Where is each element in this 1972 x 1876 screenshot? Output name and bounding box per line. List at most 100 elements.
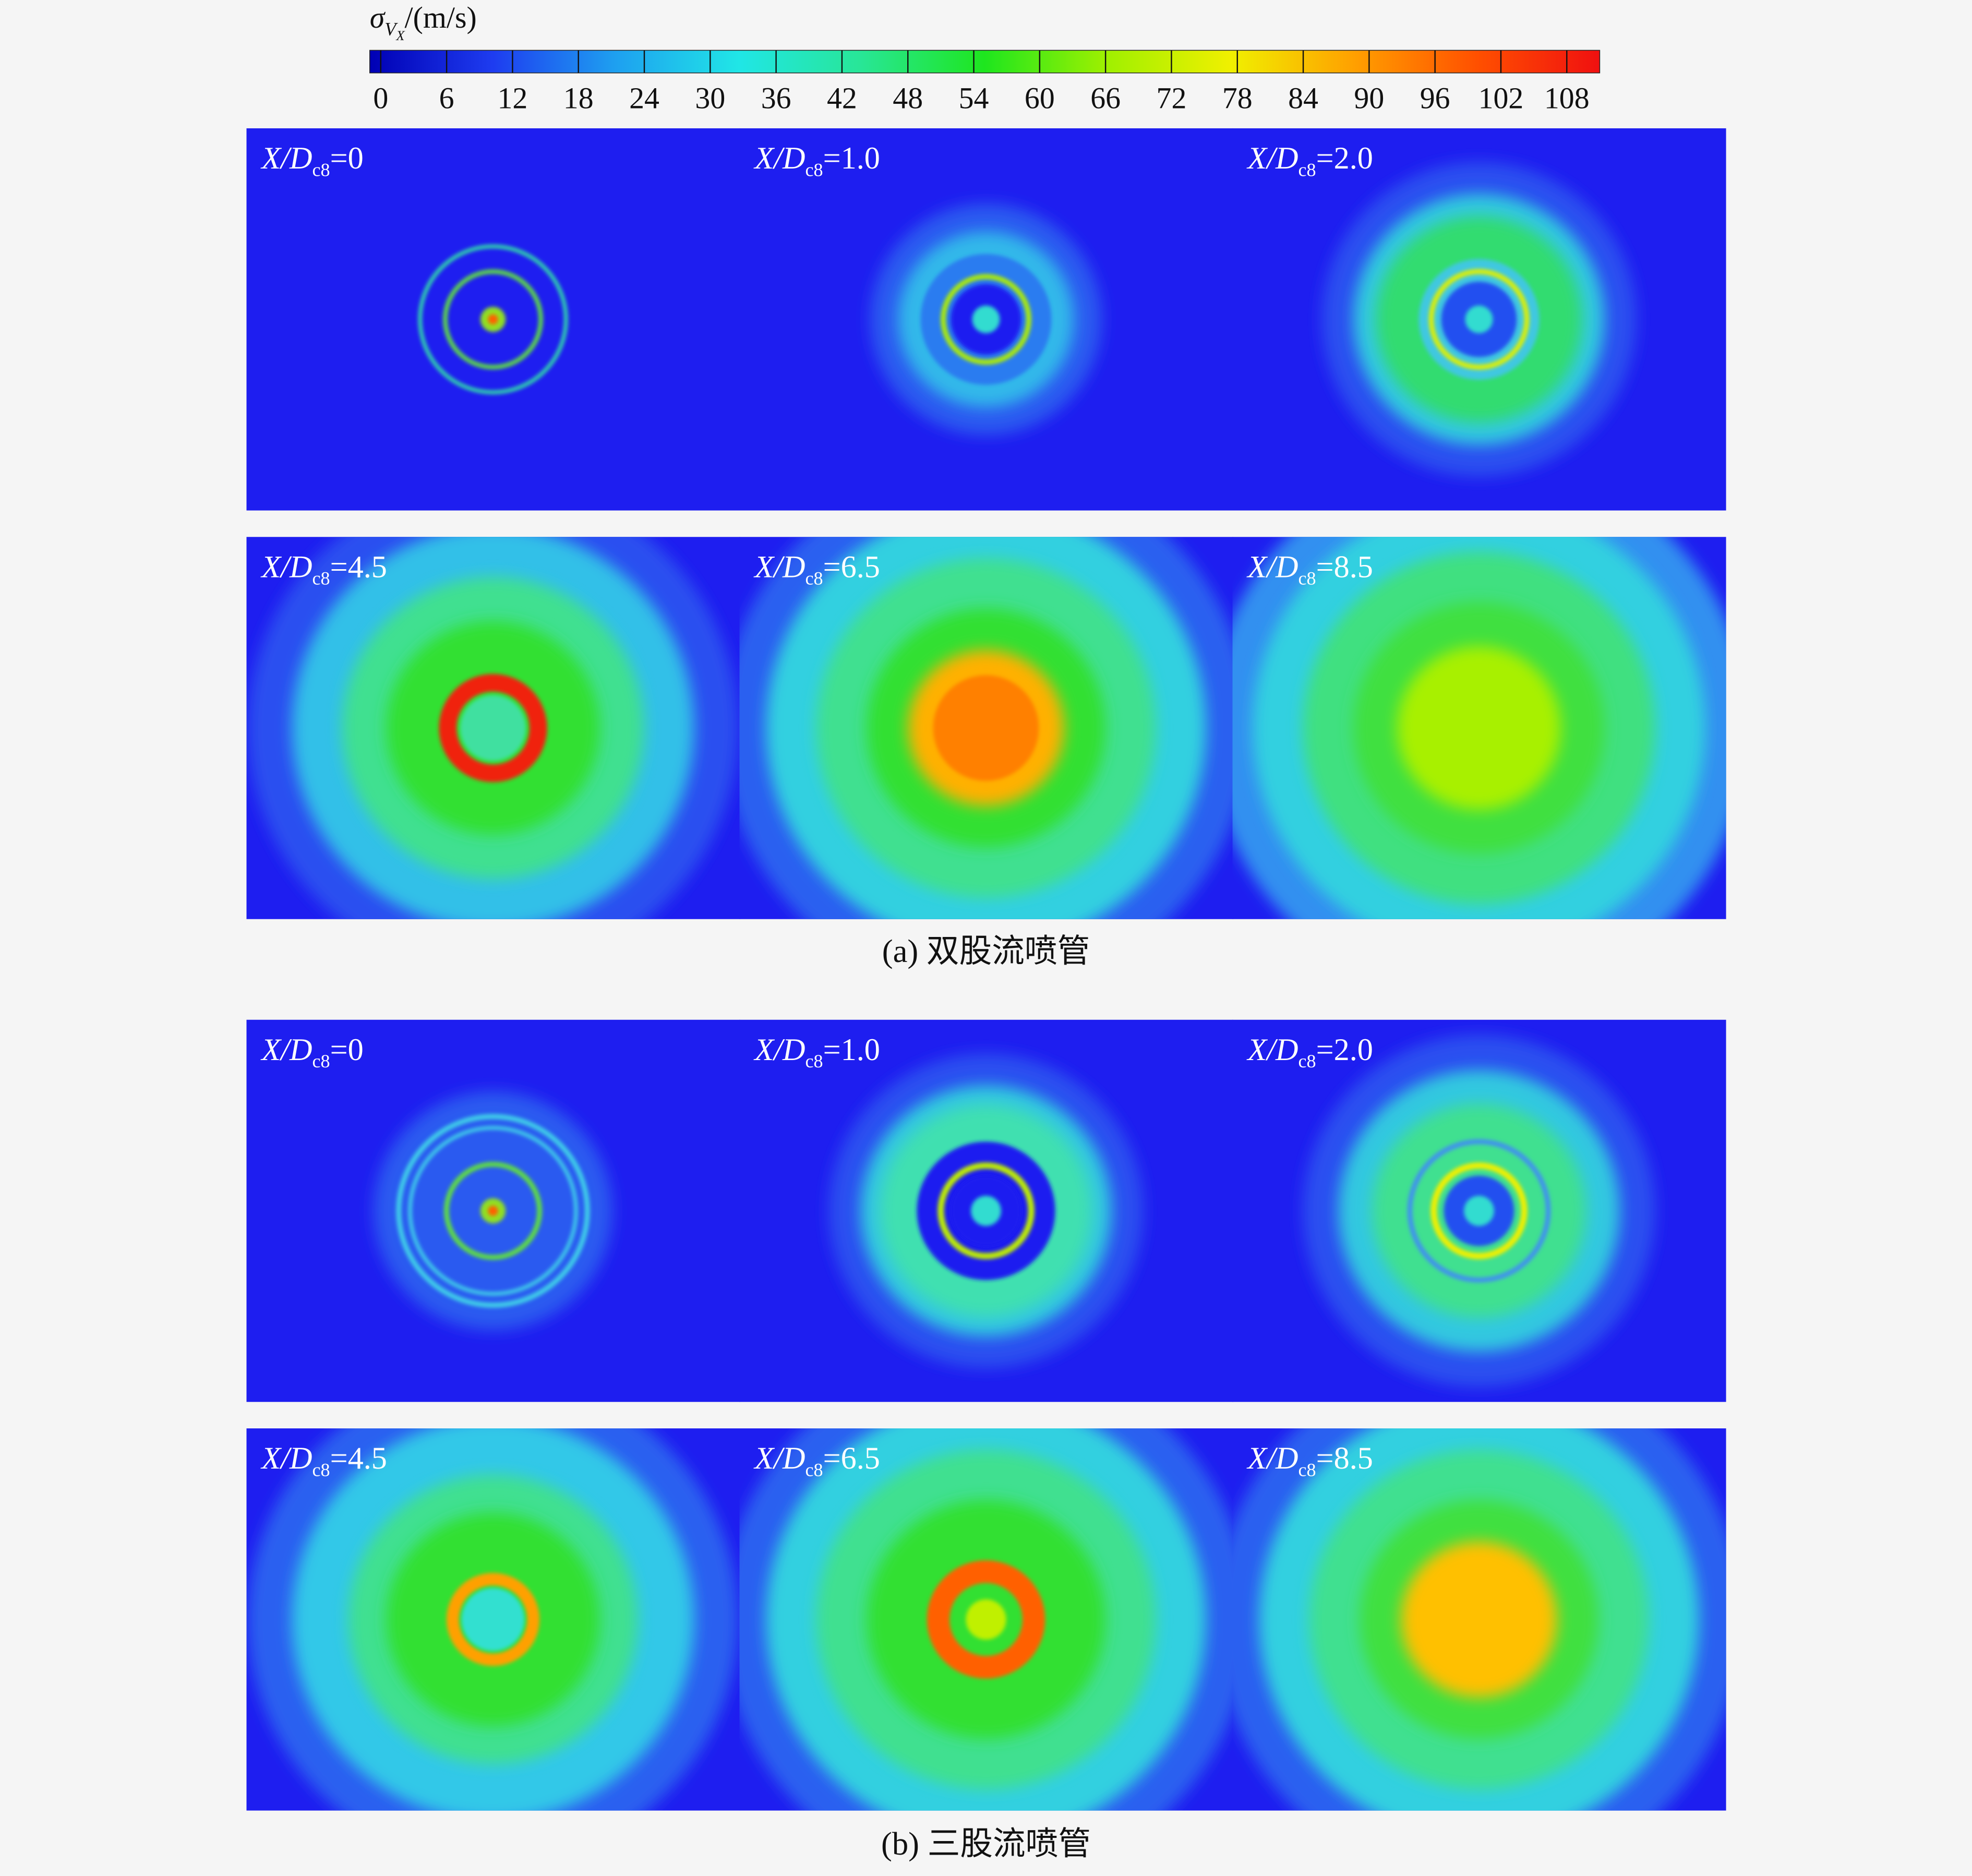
field <box>373 1091 613 1330</box>
colorbar-tick-label: 90 <box>1354 81 1384 115</box>
field-zone <box>488 1206 498 1216</box>
panel-label-suffix: =1.0 <box>823 141 880 176</box>
panel-label-prefix: X/D <box>1246 1032 1298 1067</box>
panel-label-prefix: X/D <box>260 1441 312 1476</box>
panel-label-suffix: =8.5 <box>1316 1441 1373 1476</box>
colorbar-tick-label: 60 <box>1025 81 1055 115</box>
panel-label: X/Dc8=0 <box>260 1032 363 1072</box>
colorbar-title: σVX/(m/s) <box>370 1 477 43</box>
field <box>248 537 738 919</box>
field <box>870 203 1102 435</box>
panel-label-subscript: c8 <box>1298 1460 1316 1481</box>
field-ring <box>1430 1162 1528 1259</box>
panel-label-suffix: =6.5 <box>823 1441 880 1476</box>
field-ring <box>1407 1139 1551 1283</box>
colorbar-tick-label: 24 <box>629 81 659 115</box>
panel-label: X/Dc8=6.5 <box>753 1441 880 1480</box>
field-ring <box>408 1126 578 1296</box>
contour-panel: X/Dc8=6.5 <box>739 1428 1233 1811</box>
panel-label-subscript: c8 <box>312 1051 330 1072</box>
panel-label-suffix: =4.5 <box>330 549 387 584</box>
panel-label-prefix: X/D <box>260 549 312 584</box>
field-ring <box>1428 269 1530 370</box>
contour-panel: X/Dc8=2.0 <box>1232 128 1726 511</box>
panel-label-prefix: X/D <box>753 549 805 584</box>
panel-label-subscript: c8 <box>312 1460 330 1481</box>
field-zone <box>488 314 498 324</box>
field <box>1303 1035 1655 1387</box>
panel-label-subscript: c8 <box>312 568 330 589</box>
colorbar-tick-label: 48 <box>893 81 923 115</box>
panel-label-subscript: c8 <box>805 1051 823 1072</box>
field-ring <box>446 1573 540 1666</box>
field-zone <box>1464 1196 1494 1226</box>
panel-label-prefix: X/D <box>753 141 805 176</box>
panel-label-suffix: =1.0 <box>823 1032 880 1067</box>
field-ring <box>443 269 543 369</box>
panel-label-subscript: c8 <box>1298 568 1316 589</box>
field-ring <box>396 1114 590 1308</box>
field <box>828 1053 1144 1368</box>
panel-label-subscript: c8 <box>1298 159 1316 180</box>
colorbar: 0 6 12 18 24 30 36 42 48 54 60 66 72 78 84 90 96 102 108 <box>369 50 1601 115</box>
group-caption: (b) 三股流喷管 <box>881 1825 1091 1862</box>
colorbar-bar <box>369 50 1601 74</box>
field-zone <box>972 305 1000 333</box>
panel-label-subscript: c8 <box>805 1460 823 1481</box>
colorbar-tick-label: 42 <box>827 81 857 115</box>
panel-label-suffix: =4.5 <box>330 1441 387 1476</box>
colorbar-tick-label: 84 <box>1288 81 1318 115</box>
field <box>418 244 568 394</box>
field-zone <box>966 1599 1006 1640</box>
colorbar-tick-label: 6 <box>439 81 454 115</box>
contour-panel: X/Dc8=8.5 <box>1232 537 1726 919</box>
panel-label: X/Dc8=6.5 <box>753 549 880 588</box>
colorbar-tick-label: 0 <box>373 81 388 115</box>
field-zone <box>1401 1541 1557 1698</box>
colorbar-tick-label: 96 <box>1420 81 1450 115</box>
contour-panel: X/Dc8=0 <box>246 1019 740 1402</box>
panel-label-suffix: =6.5 <box>823 549 880 584</box>
contour-panel: X/Dc8=4.5 <box>246 537 740 919</box>
group-caption: (a) 双股流喷管 <box>882 933 1090 969</box>
field <box>1232 1428 1726 1811</box>
colorbar-subscript: V <box>384 18 398 39</box>
colorbar-symbol: σ <box>370 1 386 34</box>
field-ring <box>927 1560 1045 1679</box>
colorbar-tick-label: 78 <box>1222 81 1253 115</box>
field <box>739 537 1233 919</box>
contour-panel: X/Dc8=8.5 <box>1232 1428 1726 1811</box>
panel-label: X/Dc8=1.0 <box>753 1032 880 1072</box>
field <box>739 1428 1233 1811</box>
panels: X/Dc8=0 X/Dc8=1.0 X/Dc8=2.0X/Dc8=4.5 X/Dc8=… <box>246 128 1726 1862</box>
field-zone <box>1397 646 1561 810</box>
contour-panel: X/Dc8=2.0 <box>1232 1019 1726 1402</box>
field <box>248 1428 738 1811</box>
colorbar-tick-label: 54 <box>959 81 989 115</box>
contour-panel: X/Dc8=0 <box>246 128 740 511</box>
colorbar-tick-label: 30 <box>695 81 725 115</box>
field-zone <box>1465 305 1493 333</box>
field-ring <box>443 1162 543 1260</box>
panel-label-prefix: X/D <box>1246 141 1298 176</box>
panel-label: X/Dc8=8.5 <box>1246 1441 1373 1480</box>
panel-label-subscript: c8 <box>805 159 823 180</box>
contour-panel: X/Dc8=6.5 <box>739 537 1233 919</box>
field-zone <box>460 695 526 761</box>
panel-label-prefix: X/D <box>753 1441 805 1476</box>
panel-label-subscript: c8 <box>805 568 823 589</box>
panel-label-suffix: =2.0 <box>1316 141 1373 176</box>
colorbar-subsubscript: X <box>395 28 405 43</box>
panel-label-suffix: =8.5 <box>1316 549 1373 584</box>
panel-label-prefix: X/D <box>260 141 312 176</box>
contour-panel: X/Dc8=4.5 <box>246 1428 740 1811</box>
field <box>1232 537 1726 919</box>
field-ring <box>941 274 1031 365</box>
field-ring <box>439 674 547 783</box>
panel-label: X/Dc8=1.0 <box>753 141 880 180</box>
panel-label-suffix: =0 <box>330 1032 364 1067</box>
field-ring <box>937 1162 1035 1259</box>
panel-label-subscript: c8 <box>1298 1051 1316 1072</box>
panel-label-prefix: X/D <box>753 1032 805 1067</box>
